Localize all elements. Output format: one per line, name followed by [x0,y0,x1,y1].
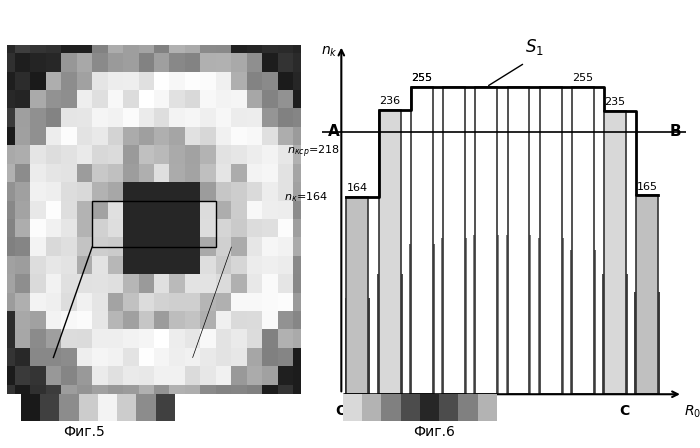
Text: 236: 236 [379,96,400,106]
Text: 255: 255 [412,73,433,83]
Text: A: A [328,124,339,139]
Bar [443,87,465,394]
Bar [508,87,529,394]
Bar [636,195,658,394]
Text: 255: 255 [412,73,433,83]
Bar [441,237,467,394]
Bar [540,87,561,394]
Bar [475,87,497,394]
Text: 235: 235 [605,98,626,108]
Text: $S_1$: $S_1$ [525,37,544,57]
Bar [634,292,660,394]
Text: $n_к$=164: $n_к$=164 [284,190,328,203]
Bar [379,110,400,394]
Bar [602,274,628,394]
Text: $n_{кср}$=218: $n_{кср}$=218 [286,132,339,160]
Bar [92,201,216,247]
Bar [344,298,370,394]
Bar [409,244,435,394]
Bar [411,87,433,394]
Text: $R_0$: $R_0$ [685,404,700,420]
Bar [604,111,626,394]
Text: Фиг.5: Фиг.5 [63,425,105,439]
Text: O: O [335,404,347,418]
Text: 164: 164 [347,183,368,193]
Bar [570,250,596,394]
Bar [473,235,499,394]
Text: B: B [670,124,682,139]
Text: Фиг.6: Фиг.6 [413,425,455,439]
Bar [377,274,402,394]
Bar [346,197,368,394]
Text: C: C [620,404,630,418]
Text: 165: 165 [637,182,658,192]
Text: $n_k$: $n_k$ [321,45,338,59]
Bar [538,237,564,394]
Text: 255: 255 [573,73,594,83]
Bar [505,235,531,394]
Bar [572,87,594,394]
